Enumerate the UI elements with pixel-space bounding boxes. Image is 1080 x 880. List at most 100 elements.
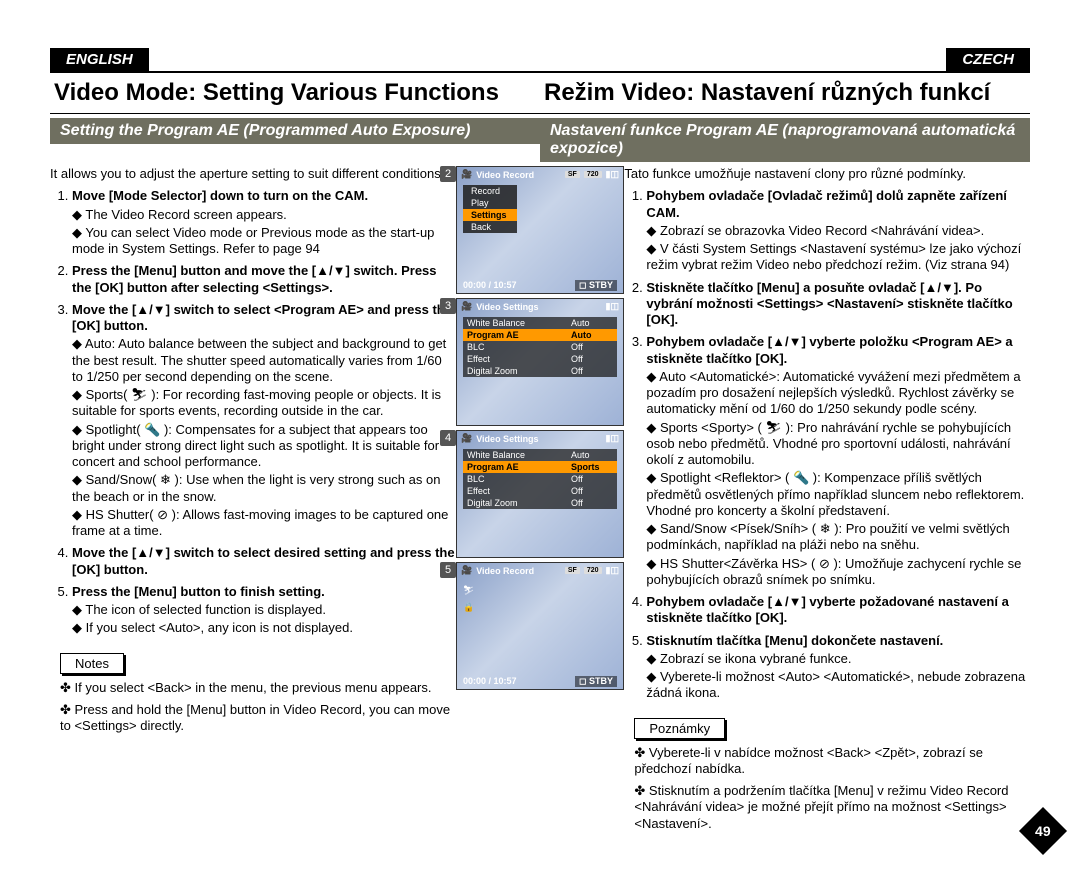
step-subs: Zobrazí se obrazovka Video Record <Nahrá… [646, 223, 1030, 274]
setting-value: Off [567, 473, 617, 485]
lcd-header: 🎥Video Settings▮◫ [461, 301, 619, 312]
lcd-screenshot: 4🎥Video Settings▮◫White BalanceAutoProgr… [456, 430, 624, 558]
setting-key: Effect [463, 353, 567, 365]
lcd-screenshot: 2🎥Video RecordSF720▮◫RecordPlaySettingsB… [456, 166, 624, 294]
step-item: Stisknutím tlačítka [Menu] dokončete nas… [646, 633, 1030, 702]
screenshots-column: 2🎥Video RecordSF720▮◫RecordPlaySettingsB… [462, 166, 619, 838]
lcd-setting-row: White BalanceAuto [463, 449, 617, 461]
language-tabs: ENGLISH CZECH [50, 48, 1030, 71]
subtitle-czech: Nastavení funkce Program AE (naprogramov… [540, 118, 1030, 162]
lcd-screenshot: 3🎥Video Settings▮◫White BalanceAutoProgr… [456, 298, 624, 426]
step-sub-item: Sand/Snow <Písek/Sníh> ( ❄ ): Pro použit… [646, 521, 1030, 554]
camera-icon: 🎥 [461, 433, 472, 444]
step-head: Move [Mode Selector] down to turn on the… [72, 188, 456, 204]
subtitle-row: Setting the Program AE (Programmed Auto … [50, 114, 1030, 162]
lcd-status: ◻ STBY [575, 280, 617, 291]
title-english: Video Mode: Setting Various Functions [50, 73, 540, 113]
step-subs: The Video Record screen appears. You can … [72, 207, 456, 258]
intro-cz: Tato funkce umožňuje nastavení clony pro… [624, 166, 1030, 182]
step-sub-item: HS Shutter<Závěrka HS> ( ⊘ ): Umožňuje z… [646, 556, 1030, 589]
step-item: Pohybem ovladače [Ovladač režimů] dolů z… [646, 188, 1030, 273]
setting-value: Sports [567, 461, 617, 473]
step-sub-item: Auto <Automatické>: Automatické vyvážení… [646, 369, 1030, 418]
camera-icon: 🎥 [461, 565, 472, 576]
lcd-title: Video Settings [476, 302, 601, 312]
step-item: Stiskněte tlačítko [Menu] a posuňte ovla… [646, 280, 1030, 329]
lcd-timecode: 00:00 / 10:57 [463, 280, 517, 291]
step-item: Pohybem ovladače [▲/▼] vyberte položku <… [646, 334, 1030, 588]
lcd-menu-item: Back [463, 221, 517, 233]
english-column: It allows you to adjust the aperture set… [50, 166, 462, 838]
lcd-header: 🎥 Video Settings ▮◫ [461, 433, 619, 444]
setting-key: White Balance [463, 449, 567, 461]
note-item: Stisknutím a podržením tlačítka [Menu] v… [634, 783, 1030, 832]
title-czech: Režim Video: Nastavení různých funkcí [540, 73, 1030, 113]
step-sub-item: Zobrazí se ikona vybrané funkce. [646, 651, 1030, 667]
lang-english: ENGLISH [50, 48, 149, 71]
step-sub-item: Zobrazí se obrazovka Video Record <Nahrá… [646, 223, 1030, 239]
setting-key: BLC [463, 341, 567, 353]
battery-icon: ▮◫ [606, 301, 619, 312]
step-sub-item: If you select <Auto>, any icon is not di… [72, 620, 456, 636]
step-subs: Auto: Auto balance between the subject a… [72, 336, 456, 539]
lcd-settings: White BalanceAutoProgram AESportsBLCOffE… [463, 449, 617, 509]
setting-key: Digital Zoom [463, 497, 567, 509]
setting-value: Off [567, 341, 617, 353]
step-sub-item: V části System Settings <Nastavení systé… [646, 241, 1030, 274]
battery-icon: ▮◫ [606, 433, 619, 444]
lcd-badge: 720 [584, 171, 602, 178]
lcd-timecode: 00:00 / 10:57 [463, 676, 517, 687]
notes-label-en: Notes [60, 653, 124, 674]
lcd-title: Video Settings [476, 434, 601, 444]
step-head: Stisknutím tlačítka [Menu] dokončete nas… [646, 633, 1030, 649]
lcd-header: 🎥 Video Record SF 720 ▮◫ [461, 565, 619, 576]
lcd-badge: 720 [584, 567, 602, 574]
screenshot-number: 4 [440, 430, 456, 446]
lcd-side-icons: ⛷🔒 [463, 585, 474, 613]
step-item: Move the [▲/▼] switch to select <Program… [72, 302, 456, 540]
lcd-screen: 🎥Video RecordSF720▮◫⛷🔒00:00 / 10:57◻ STB… [456, 562, 624, 690]
lcd-screen: 🎥Video Settings▮◫White BalanceAutoProgra… [456, 298, 624, 426]
step-sub-item: Sports( ⛷ ): For recording fast-moving p… [72, 387, 456, 420]
step-sub-item: The Video Record screen appears. [72, 207, 456, 223]
lcd-badge: SF [565, 171, 580, 178]
step-item: Press the [Menu] button and move the [▲/… [72, 263, 456, 296]
camera-icon: 🎥 [461, 169, 472, 180]
step-sub-item: Sand/Snow( ❄ ): Use when the light is ve… [72, 472, 456, 505]
step-head: Stiskněte tlačítko [Menu] a posuňte ovla… [646, 280, 1030, 329]
setting-value: Auto [567, 449, 617, 461]
mode-icon: 🔒 [463, 602, 474, 613]
step-sub-item: Vyberete-li možnost <Auto> <Automatické>… [646, 669, 1030, 702]
step-head: Press the [Menu] button to finish settin… [72, 584, 456, 600]
screenshot-number: 2 [440, 166, 456, 182]
step-item: Move [Mode Selector] down to turn on the… [72, 188, 456, 257]
title-row: Video Mode: Setting Various Functions Re… [50, 71, 1030, 114]
step-sub-item: Sports <Sporty> ( ⛷ ): Pro nahrávání ryc… [646, 420, 1030, 469]
step-head: Pohybem ovladače [▲/▼] vyberte požadovan… [646, 594, 1030, 627]
step-sub-item: Auto: Auto balance between the subject a… [72, 336, 456, 385]
setting-value: Off [567, 485, 617, 497]
lcd-title: Video Record [476, 566, 561, 576]
step-sub-item: The icon of selected function is display… [72, 602, 456, 618]
step-sub-item: You can select Video mode or Previous mo… [72, 225, 456, 258]
manual-page: ENGLISH CZECH Video Mode: Setting Variou… [0, 0, 1080, 868]
step-sub-item: HS Shutter( ⊘ ): Allows fast-moving imag… [72, 507, 456, 540]
subtitle-english: Setting the Program AE (Programmed Auto … [50, 118, 540, 144]
lcd-menu-item: Settings [463, 209, 517, 221]
czech-column: Tato funkce umožňuje nastavení clony pro… [618, 166, 1030, 838]
mode-icon: ⛷ [463, 585, 474, 596]
step-head: Pohybem ovladače [▲/▼] vyberte položku <… [646, 334, 1030, 367]
setting-key: Effect [463, 485, 567, 497]
screenshot-number: 3 [440, 298, 456, 314]
battery-icon: ▮◫ [606, 169, 619, 180]
setting-value: Off [567, 353, 617, 365]
lcd-badge: SF [565, 567, 580, 574]
lcd-menu-item: Play [463, 197, 517, 209]
note-item: If you select <Back> in the menu, the pr… [60, 680, 456, 696]
screenshot-number: 5 [440, 562, 456, 578]
battery-icon: ▮◫ [606, 565, 619, 576]
step-sub-item: Spotlight( 🔦 ): Compensates for a subjec… [72, 422, 456, 471]
setting-value: Off [567, 365, 617, 377]
lcd-setting-row: White BalanceAuto [463, 317, 617, 329]
lcd-settings: White BalanceAutoProgram AEAutoBLCOffEff… [463, 317, 617, 377]
